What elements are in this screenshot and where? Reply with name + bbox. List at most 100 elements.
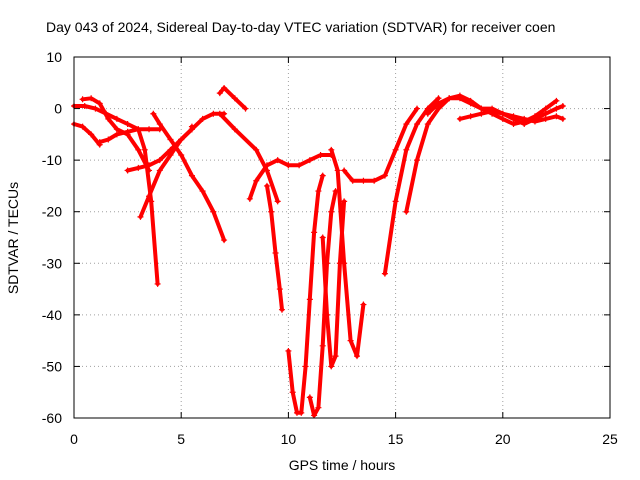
data-point [96,100,103,107]
data-point [360,301,367,308]
data-point [347,337,354,344]
data-point [478,105,485,112]
series-arc-10 [246,157,292,202]
data-point [210,208,217,215]
data-point [424,121,431,128]
data-point [167,136,174,143]
data-point [298,409,305,416]
series-arc-8 [216,84,249,112]
data-point [135,146,142,153]
data-point [146,167,153,174]
data-point [216,90,223,97]
x-tick-label: 5 [177,431,185,447]
y-tick-label: 10 [46,49,62,65]
data-point [221,84,228,91]
series-arc-16 [328,146,367,360]
data-point [263,182,270,189]
series-arc-3 [79,95,153,174]
data-point [467,100,474,107]
data-point [188,123,195,130]
data-point [302,363,309,370]
data-point [137,213,144,220]
series-arc-9 [216,110,281,205]
data-point [146,126,153,133]
data-point [216,110,223,117]
data-point [113,131,120,138]
x-tick-label: 10 [281,431,297,447]
data-point [510,121,517,128]
data-point [559,115,566,122]
data-point [467,113,474,120]
data-point [253,146,260,153]
data-point [221,237,228,244]
data-point [268,208,275,215]
data-point [341,198,348,205]
data-point [317,151,324,158]
x-tick-label: 15 [388,431,404,447]
data-point [319,342,326,349]
series-line [80,96,151,173]
data-point [79,123,86,130]
data-point [542,115,549,122]
data-point [263,162,270,169]
x-tick-label: 25 [602,431,618,447]
data-point [167,151,174,158]
x-tick-label: 20 [495,431,511,447]
data-point [274,198,281,205]
data-point [88,131,95,138]
data-point [381,270,388,277]
data-point [79,96,86,103]
y-tick-label: -30 [42,255,62,271]
y-tick-label: -40 [42,307,62,323]
series-arc-12 [285,151,335,169]
data-point [311,412,318,419]
data-point [311,229,318,236]
data-point [328,363,335,370]
series-line [286,173,325,415]
data-point [150,110,157,117]
series-line [382,96,441,276]
data-point [424,105,431,112]
series-arc-7 [150,110,228,244]
data-point [319,234,326,241]
series-line [151,111,227,243]
series-line [342,106,419,183]
data-point [403,146,410,153]
series-arc-17 [341,105,421,184]
data-point [188,172,195,179]
series-line [217,85,248,111]
data-point [328,208,335,215]
data-point [274,157,281,164]
data-point [289,389,296,396]
series-arc-11 [263,182,285,313]
data-point [146,162,153,169]
y-tick-label: -20 [42,204,62,220]
data-point [456,115,463,122]
data-point [96,139,103,146]
data-point [124,167,131,174]
data-point [272,249,279,256]
data-point [124,121,131,128]
data-point [246,195,253,202]
data-point [146,193,153,200]
data-point [285,347,292,354]
series-line [320,199,347,369]
data-point [332,353,339,360]
data-point [319,172,326,179]
data-point [105,136,112,143]
series-arc-14 [306,188,339,419]
data-point [306,157,313,164]
data-point [285,162,292,169]
series-arc-13 [285,172,326,416]
data-point [403,121,410,128]
data-point [156,157,163,164]
data-point [306,394,313,401]
series-line [329,147,366,359]
data-point [199,188,206,195]
data-point [156,121,163,128]
data-point [381,172,388,179]
data-point [456,95,463,102]
data-point [354,353,361,360]
data-point [88,95,95,102]
y-tick-label: -60 [42,410,62,426]
